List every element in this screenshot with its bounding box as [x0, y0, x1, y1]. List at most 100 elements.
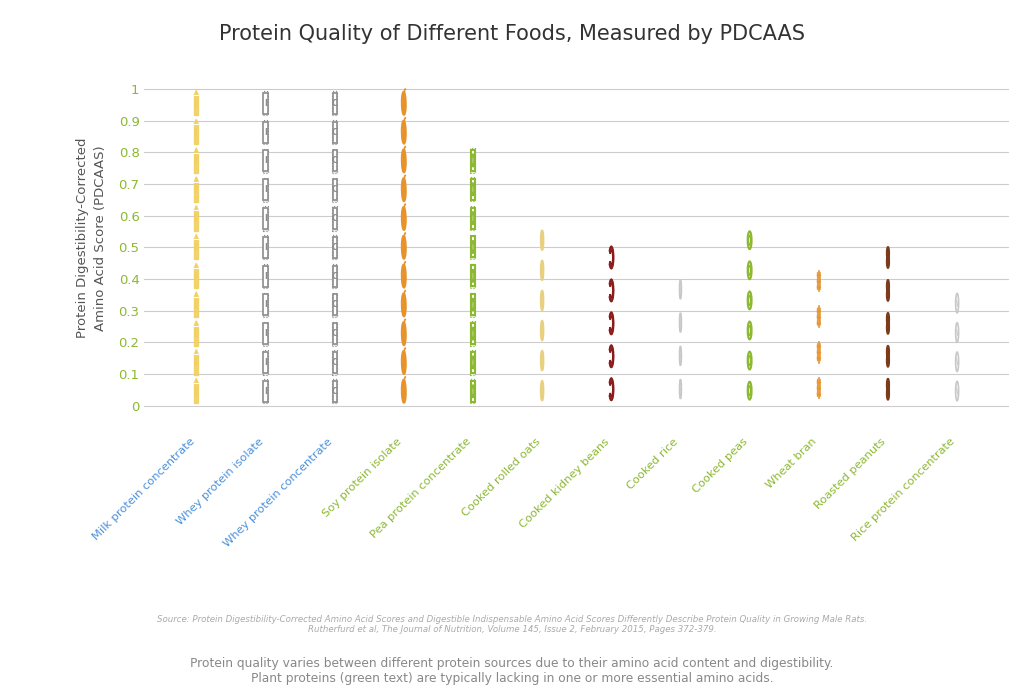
FancyBboxPatch shape — [332, 235, 337, 259]
Text: Source: Protein Digestibility-Corrected Amino Acid Scores and Digestible Indispe: Source: Protein Digestibility-Corrected … — [157, 615, 867, 635]
FancyBboxPatch shape — [471, 294, 475, 316]
FancyBboxPatch shape — [263, 235, 268, 259]
Text: I: I — [264, 186, 267, 195]
FancyBboxPatch shape — [263, 237, 267, 258]
FancyBboxPatch shape — [332, 293, 337, 317]
Polygon shape — [195, 321, 199, 326]
FancyBboxPatch shape — [470, 350, 475, 375]
FancyBboxPatch shape — [195, 211, 199, 231]
Polygon shape — [195, 234, 199, 239]
FancyBboxPatch shape — [333, 208, 337, 229]
FancyBboxPatch shape — [333, 265, 337, 286]
Text: I: I — [264, 329, 267, 338]
Polygon shape — [609, 378, 613, 400]
Text: Cooked rolled oats: Cooked rolled oats — [460, 436, 542, 518]
Text: C: C — [332, 329, 338, 338]
Polygon shape — [195, 120, 199, 124]
FancyBboxPatch shape — [195, 297, 199, 317]
Circle shape — [196, 389, 197, 396]
Polygon shape — [195, 263, 199, 268]
FancyBboxPatch shape — [263, 93, 267, 114]
FancyBboxPatch shape — [470, 235, 475, 259]
FancyBboxPatch shape — [263, 151, 267, 172]
FancyBboxPatch shape — [333, 381, 337, 402]
Text: I: I — [264, 128, 267, 137]
Circle shape — [196, 159, 197, 165]
Text: C: C — [332, 99, 338, 108]
FancyBboxPatch shape — [263, 120, 268, 145]
FancyBboxPatch shape — [263, 206, 268, 231]
FancyBboxPatch shape — [263, 122, 267, 142]
Polygon shape — [195, 378, 199, 383]
Text: I: I — [264, 214, 267, 223]
FancyBboxPatch shape — [332, 350, 337, 375]
Circle shape — [196, 332, 197, 338]
FancyBboxPatch shape — [195, 268, 199, 288]
FancyBboxPatch shape — [332, 206, 337, 231]
FancyBboxPatch shape — [263, 264, 268, 288]
FancyBboxPatch shape — [263, 179, 267, 200]
FancyBboxPatch shape — [471, 352, 475, 373]
FancyBboxPatch shape — [470, 379, 475, 403]
FancyBboxPatch shape — [470, 148, 475, 172]
FancyBboxPatch shape — [263, 323, 267, 344]
Text: C: C — [332, 387, 338, 396]
FancyBboxPatch shape — [263, 265, 267, 286]
Text: Protein Quality of Different Foods, Measured by PDCAAS: Protein Quality of Different Foods, Meas… — [219, 24, 805, 44]
Text: I: I — [264, 300, 267, 309]
FancyBboxPatch shape — [333, 237, 337, 258]
FancyBboxPatch shape — [332, 149, 337, 173]
FancyBboxPatch shape — [333, 179, 337, 200]
FancyBboxPatch shape — [263, 381, 267, 402]
Polygon shape — [195, 350, 199, 354]
FancyBboxPatch shape — [332, 322, 337, 346]
Polygon shape — [609, 345, 613, 368]
Circle shape — [196, 303, 197, 309]
Text: C: C — [332, 243, 338, 252]
Text: I: I — [264, 358, 267, 367]
FancyBboxPatch shape — [263, 293, 268, 317]
Circle shape — [196, 131, 197, 137]
FancyBboxPatch shape — [263, 149, 268, 173]
Text: Cooked peas: Cooked peas — [691, 436, 750, 495]
Circle shape — [196, 217, 197, 223]
Text: I: I — [264, 156, 267, 165]
FancyBboxPatch shape — [333, 352, 337, 373]
Text: C: C — [332, 186, 338, 195]
Text: I: I — [264, 387, 267, 396]
FancyBboxPatch shape — [470, 263, 475, 288]
Text: Soy protein isolate: Soy protein isolate — [322, 436, 403, 519]
FancyBboxPatch shape — [195, 326, 199, 346]
Text: I: I — [264, 99, 267, 108]
Text: Protein quality varies between different protein sources due to their amino acid: Protein quality varies between different… — [190, 657, 834, 685]
FancyBboxPatch shape — [471, 265, 475, 286]
FancyBboxPatch shape — [195, 153, 199, 173]
Circle shape — [196, 275, 197, 281]
Text: Wheat bran: Wheat bran — [765, 436, 819, 491]
Polygon shape — [195, 292, 199, 297]
FancyBboxPatch shape — [471, 179, 475, 199]
FancyBboxPatch shape — [332, 91, 337, 115]
Text: Rice protein concentrate: Rice protein concentrate — [850, 436, 957, 543]
FancyBboxPatch shape — [333, 151, 337, 172]
FancyBboxPatch shape — [332, 264, 337, 288]
Circle shape — [196, 188, 197, 195]
FancyBboxPatch shape — [195, 181, 199, 202]
FancyBboxPatch shape — [195, 354, 199, 375]
FancyBboxPatch shape — [471, 208, 475, 229]
Text: Milk protein concentrate: Milk protein concentrate — [90, 436, 197, 542]
Polygon shape — [195, 148, 199, 153]
Text: I: I — [264, 272, 267, 281]
Text: C: C — [332, 272, 338, 281]
Text: Pea protein concentrate: Pea protein concentrate — [369, 436, 473, 541]
FancyBboxPatch shape — [263, 91, 268, 115]
Text: Cooked rice: Cooked rice — [626, 436, 681, 491]
FancyBboxPatch shape — [263, 295, 267, 316]
Polygon shape — [609, 246, 613, 269]
Circle shape — [196, 245, 197, 252]
FancyBboxPatch shape — [332, 178, 337, 202]
FancyBboxPatch shape — [333, 323, 337, 344]
FancyBboxPatch shape — [263, 350, 268, 375]
Polygon shape — [195, 206, 199, 211]
FancyBboxPatch shape — [263, 208, 267, 229]
